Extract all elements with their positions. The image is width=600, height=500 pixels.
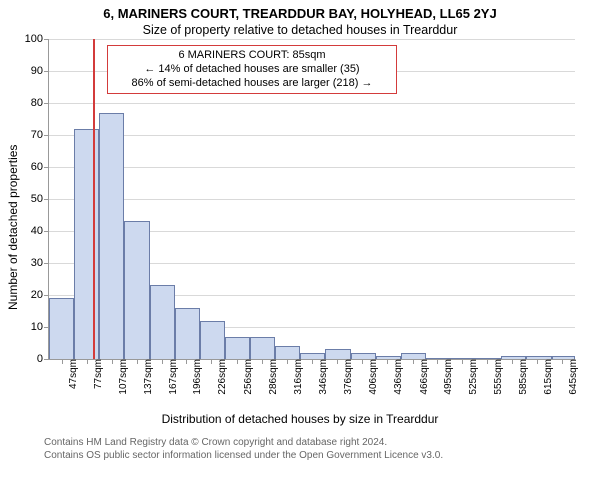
y-tick-label: 80 <box>31 97 49 109</box>
x-tick <box>87 359 88 364</box>
histogram-bar <box>74 129 99 359</box>
x-tick-label: 137sqm <box>141 359 154 395</box>
x-tick <box>262 359 263 364</box>
x-tick <box>462 359 463 364</box>
x-tick-label: 316sqm <box>291 359 304 395</box>
plot-area: 010203040506070809010047sqm77sqm107sqm13… <box>48 39 575 360</box>
x-tick <box>186 359 187 364</box>
y-tick-label: 50 <box>31 193 49 205</box>
x-tick-label: 585sqm <box>516 359 529 395</box>
histogram-bar <box>225 337 250 359</box>
x-tick <box>437 359 438 364</box>
x-tick <box>112 359 113 364</box>
x-tick <box>387 359 388 364</box>
y-tick-label: 100 <box>25 33 49 45</box>
x-tick-label: 376sqm <box>341 359 354 395</box>
y-gridline <box>49 167 575 168</box>
x-tick-label: 167sqm <box>166 359 179 395</box>
y-tick-label: 90 <box>31 65 49 77</box>
x-tick-label: 286sqm <box>266 359 279 395</box>
x-tick <box>62 359 63 364</box>
annotation-line3: 86% of semi-detached houses are larger (… <box>114 77 390 91</box>
histogram-bar <box>175 308 200 359</box>
y-tick-label: 10 <box>31 321 49 333</box>
histogram-bar <box>275 346 300 359</box>
y-gridline <box>49 199 575 200</box>
histogram-bar <box>200 321 225 359</box>
x-tick <box>562 359 563 364</box>
histogram-bar <box>150 285 175 359</box>
x-tick <box>487 359 488 364</box>
property-marker-line <box>93 39 95 359</box>
y-axis-label: Number of detached properties <box>6 145 20 310</box>
x-tick <box>211 359 212 364</box>
footer-attribution: Contains HM Land Registry data © Crown c… <box>44 426 600 462</box>
x-tick-label: 256sqm <box>241 359 254 395</box>
x-tick-label: 615sqm <box>541 359 554 395</box>
annotation-line1: 6 MARINERS COURT: 85sqm <box>114 49 390 63</box>
annotation-box: 6 MARINERS COURT: 85sqm← 14% of detached… <box>107 45 397 94</box>
y-tick-label: 0 <box>37 353 49 365</box>
y-tick-label: 40 <box>31 225 49 237</box>
x-tick <box>162 359 163 364</box>
x-tick <box>237 359 238 364</box>
x-tick <box>362 359 363 364</box>
x-tick <box>137 359 138 364</box>
annotation-line2: ← 14% of detached houses are smaller (35… <box>114 63 390 77</box>
x-tick-label: 645sqm <box>566 359 579 395</box>
x-tick-label: 525sqm <box>466 359 479 395</box>
x-tick-label: 346sqm <box>316 359 329 395</box>
histogram-bar <box>325 349 350 359</box>
footer-line1: Contains HM Land Registry data © Crown c… <box>44 436 600 449</box>
page-subtitle: Size of property relative to detached ho… <box>0 21 600 39</box>
histogram-bar <box>49 298 74 359</box>
histogram-bar <box>99 113 124 359</box>
y-tick-label: 30 <box>31 257 49 269</box>
histogram-bar <box>250 337 275 359</box>
x-tick-label: 47sqm <box>66 359 79 389</box>
x-tick-label: 466sqm <box>417 359 430 395</box>
x-tick <box>337 359 338 364</box>
x-tick-label: 406sqm <box>366 359 379 395</box>
y-gridline <box>49 103 575 104</box>
x-tick-label: 77sqm <box>91 359 104 389</box>
x-tick <box>413 359 414 364</box>
x-tick-label: 226sqm <box>215 359 228 395</box>
y-tick-label: 70 <box>31 129 49 141</box>
y-tick-label: 60 <box>31 161 49 173</box>
y-gridline <box>49 135 575 136</box>
histogram-chart: 010203040506070809010047sqm77sqm107sqm13… <box>48 39 588 360</box>
x-tick-label: 555sqm <box>491 359 504 395</box>
y-gridline <box>49 39 575 40</box>
x-tick-label: 436sqm <box>391 359 404 395</box>
page-title-address: 6, MARINERS COURT, TREARDDUR BAY, HOLYHE… <box>0 0 600 21</box>
x-tick <box>537 359 538 364</box>
x-axis-title: Distribution of detached houses by size … <box>0 410 600 426</box>
y-tick-label: 20 <box>31 289 49 301</box>
x-tick-label: 495sqm <box>441 359 454 395</box>
x-tick <box>512 359 513 364</box>
x-tick <box>287 359 288 364</box>
histogram-bar <box>124 221 149 359</box>
x-tick <box>312 359 313 364</box>
x-tick-label: 196sqm <box>190 359 203 395</box>
x-tick-label: 107sqm <box>116 359 129 395</box>
footer-line2: Contains OS public sector information li… <box>44 449 600 462</box>
